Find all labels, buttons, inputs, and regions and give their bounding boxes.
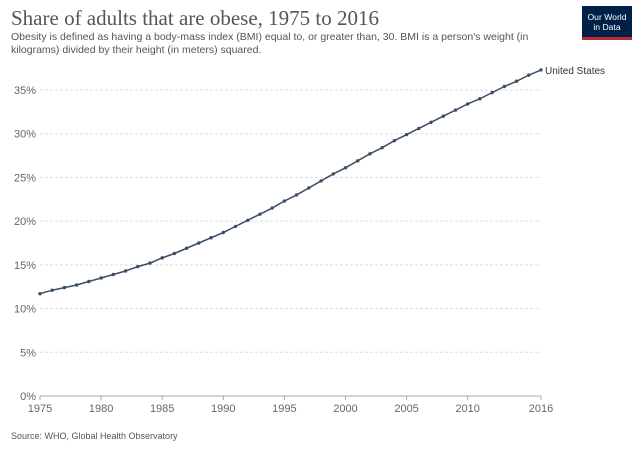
- data-point: [343, 166, 348, 170]
- y-tick-label: 30%: [14, 129, 36, 141]
- data-point: [233, 224, 238, 229]
- x-tick-label: 2010: [455, 403, 479, 415]
- data-point: [331, 172, 335, 176]
- data-point: [160, 256, 164, 260]
- data-point: [539, 68, 543, 72]
- data-point: [184, 246, 189, 250]
- data-point: [441, 114, 445, 118]
- data-point: [307, 186, 311, 190]
- data-point: [123, 269, 128, 273]
- data-point: [319, 179, 323, 183]
- data-point: [38, 292, 42, 296]
- data-point: [392, 139, 397, 143]
- data-point: [294, 193, 299, 197]
- chart-subtitle: Obesity is defined as having a body-mass…: [11, 31, 529, 56]
- logo-accent-bar: [582, 37, 632, 40]
- data-point: [380, 146, 384, 150]
- data-point: [429, 120, 433, 125]
- y-tick-label: 20%: [14, 216, 36, 228]
- data-point: [356, 159, 360, 163]
- data-point: [465, 102, 470, 106]
- y-axis: 0% 5% 10% 15% 20% 25% 30% 35%: [14, 85, 36, 403]
- data-point: [209, 236, 213, 240]
- owid-logo[interactable]: Our World in Data: [582, 6, 632, 40]
- data-point: [99, 276, 103, 280]
- gridlines: [40, 89, 541, 353]
- y-tick-label: 0%: [20, 391, 36, 403]
- y-tick-label: 5%: [20, 347, 36, 359]
- data-point: [453, 108, 458, 112]
- x-tick-label: 2000: [333, 403, 357, 415]
- data-point: [221, 230, 225, 235]
- logo-line-1: Our World: [587, 12, 627, 22]
- x-tick-label: 1995: [272, 403, 296, 415]
- data-point: [148, 261, 152, 265]
- source-note: Source: WHO, Global Health Observatory: [11, 431, 178, 441]
- x-tick-label: 2005: [394, 403, 418, 415]
- x-tick-label: 2016: [529, 403, 553, 415]
- data-point: [270, 206, 274, 210]
- data-point: [246, 218, 250, 222]
- data-point: [417, 126, 421, 131]
- data-point: [527, 73, 531, 77]
- data-point: [514, 79, 519, 83]
- x-axis: 1975 1980 1985 1990 1995 2000 2005 2010 2016: [28, 395, 553, 415]
- chart-title: Share of adults that are obese, 1975 to …: [11, 6, 379, 30]
- data-point: [258, 212, 262, 216]
- data-point: [74, 283, 79, 287]
- series-line-united-states: [39, 69, 542, 295]
- data-point: [172, 251, 177, 256]
- series-label-united-states: United States: [545, 66, 605, 77]
- data-point: [490, 90, 494, 95]
- x-tick-label: 1980: [89, 403, 113, 415]
- data-point: [62, 285, 67, 290]
- y-tick-label: 10%: [14, 304, 36, 316]
- data-point: [136, 264, 140, 269]
- data-point: [502, 84, 507, 89]
- data-point: [368, 152, 372, 156]
- x-tick-label: 1985: [150, 403, 174, 415]
- y-tick-label: 15%: [14, 260, 36, 272]
- series-layer: United States: [38, 66, 605, 296]
- data-point: [197, 241, 201, 245]
- y-tick-label: 35%: [14, 85, 36, 97]
- data-point: [87, 279, 91, 284]
- data-point: [282, 199, 287, 203]
- y-tick-label: 25%: [14, 172, 36, 184]
- logo-line-2: in Data: [593, 22, 621, 32]
- data-point: [478, 97, 482, 101]
- x-tick-label: 1990: [211, 403, 235, 415]
- data-point: [111, 272, 116, 277]
- data-point: [50, 288, 54, 292]
- data-point: [404, 132, 409, 137]
- x-tick-label: 1975: [28, 403, 52, 415]
